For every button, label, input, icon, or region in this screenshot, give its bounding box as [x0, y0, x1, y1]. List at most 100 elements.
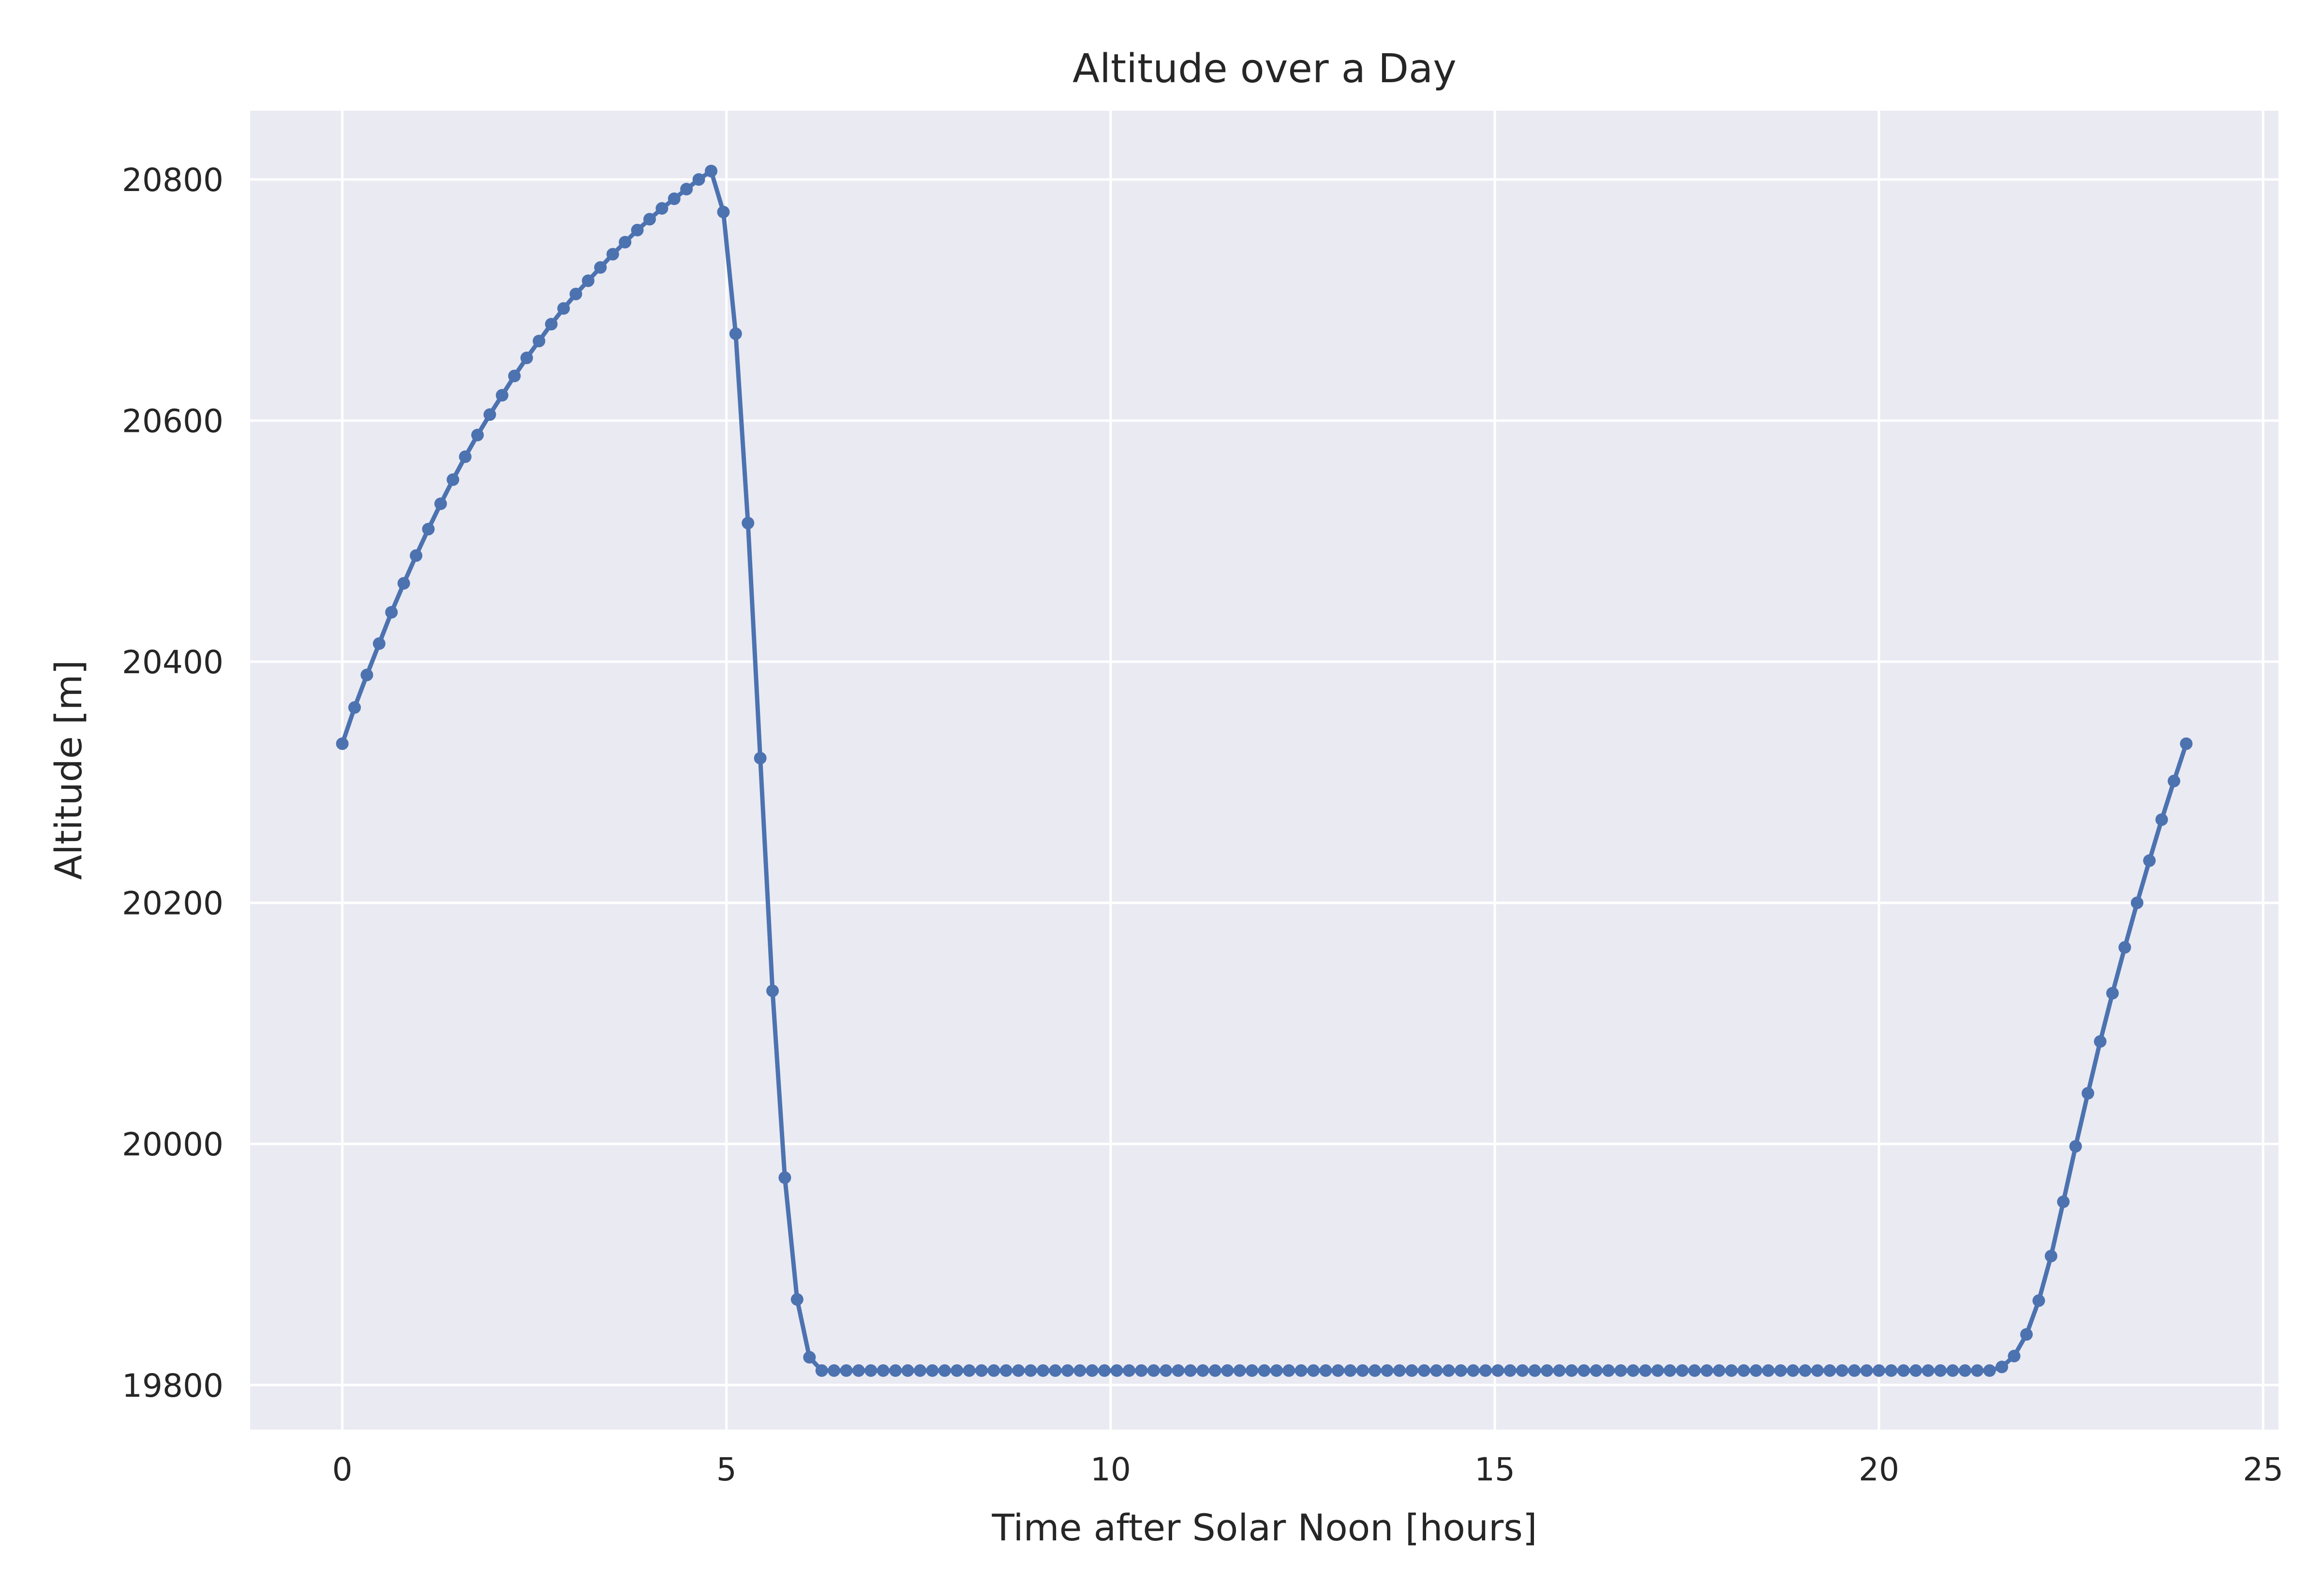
data-point: [2069, 1140, 2082, 1153]
data-point: [705, 164, 717, 177]
data-point: [1614, 1364, 1627, 1377]
data-point: [926, 1364, 939, 1377]
data-point: [790, 1293, 804, 1306]
data-point: [1700, 1364, 1713, 1377]
data-point: [1110, 1364, 1123, 1377]
data-point: [643, 213, 656, 226]
data-point: [557, 302, 570, 315]
data-point: [1835, 1364, 1848, 1377]
data-point: [1393, 1364, 1406, 1377]
data-point: [1959, 1364, 1971, 1377]
data-point: [360, 668, 373, 681]
data-point: [1012, 1364, 1025, 1377]
data-point: [385, 606, 398, 619]
data-point: [1123, 1364, 1135, 1377]
data-point: [569, 287, 582, 300]
data-point: [717, 206, 730, 219]
data-point: [1479, 1364, 1492, 1377]
data-point: [336, 737, 349, 750]
data-point: [1086, 1364, 1099, 1377]
data-point: [1995, 1360, 2009, 1374]
data-point: [1221, 1364, 1234, 1377]
data-point: [1295, 1364, 1308, 1377]
data-point: [1332, 1364, 1344, 1377]
data-point: [2094, 1035, 2107, 1048]
data-point: [1602, 1364, 1615, 1377]
data-point: [520, 352, 533, 364]
data-point: [1417, 1364, 1430, 1377]
data-point: [864, 1364, 878, 1377]
data-point: [1799, 1364, 1812, 1377]
data-point: [2082, 1087, 2095, 1100]
grid-lines: [250, 111, 2278, 1430]
data-point: [594, 261, 607, 274]
data-point: [1381, 1364, 1394, 1377]
data-point: [1626, 1364, 1639, 1377]
data-point: [1037, 1364, 1050, 1377]
data-point: [1369, 1364, 1382, 1377]
data-point: [1946, 1364, 1959, 1377]
y-tick-label: 19800: [122, 1367, 223, 1404]
y-tick-label: 20400: [122, 644, 223, 681]
data-point: [975, 1364, 988, 1377]
data-point: [1147, 1364, 1160, 1377]
data-point: [410, 549, 423, 562]
data-point: [1049, 1364, 1062, 1377]
y-tick-label: 20600: [122, 403, 223, 440]
data-point: [1233, 1364, 1246, 1377]
data-point: [1455, 1364, 1468, 1377]
data-point: [1246, 1364, 1259, 1377]
y-axis-label: Altitude [m]: [47, 660, 90, 880]
data-point: [1196, 1364, 1209, 1377]
data-point: [631, 223, 644, 236]
tick-labels: 0 5 10 15 20 25 19800 20000 20200 20400 20600 20800: [122, 162, 2283, 1488]
data-point: [1688, 1364, 1701, 1377]
y-tick-label: 20200: [122, 885, 223, 922]
data-point: [668, 192, 681, 205]
data-point: [987, 1364, 1000, 1377]
data-point: [459, 450, 472, 463]
data-point: [1983, 1364, 1996, 1377]
data-point: [951, 1364, 964, 1377]
x-tick-label: 0: [332, 1451, 353, 1488]
data-point: [901, 1364, 914, 1377]
data-point: [1712, 1364, 1726, 1377]
data-point: [1319, 1364, 1332, 1377]
data-point: [2143, 854, 2156, 867]
data-point: [1184, 1364, 1197, 1377]
data-point: [1676, 1364, 1689, 1377]
data-point: [495, 389, 508, 402]
data-point: [1639, 1364, 1652, 1377]
chart-title: Altitude over a Day: [1072, 46, 1457, 92]
data-point: [1578, 1364, 1591, 1377]
data-point: [1172, 1364, 1185, 1377]
data-point: [815, 1364, 828, 1377]
data-point: [877, 1364, 890, 1377]
data-point: [1885, 1364, 1898, 1377]
data-point: [1442, 1364, 1455, 1377]
data-point: [1590, 1364, 1603, 1377]
x-axis-label: Time after Solar Noon [hours]: [991, 1506, 1537, 1549]
data-point: [447, 473, 460, 486]
data-point: [1061, 1364, 1074, 1377]
data-point: [1491, 1364, 1504, 1377]
data-point: [1344, 1364, 1357, 1377]
data-point: [2044, 1250, 2057, 1263]
data-point: [889, 1364, 902, 1377]
data-point: [1725, 1364, 1738, 1377]
data-point: [1565, 1364, 1578, 1377]
data-point: [1024, 1364, 1037, 1377]
data-point: [533, 335, 546, 348]
data-point: [1786, 1364, 1800, 1377]
data-point: [2008, 1349, 2021, 1362]
data-point: [471, 429, 484, 442]
data-point: [1135, 1364, 1148, 1377]
data-point: [434, 497, 447, 510]
data-point: [1160, 1364, 1173, 1377]
data-point: [1405, 1364, 1418, 1377]
data-point: [1897, 1364, 1910, 1377]
series-layer: [336, 164, 2193, 1377]
data-point: [840, 1364, 853, 1377]
data-point: [2057, 1195, 2070, 1208]
